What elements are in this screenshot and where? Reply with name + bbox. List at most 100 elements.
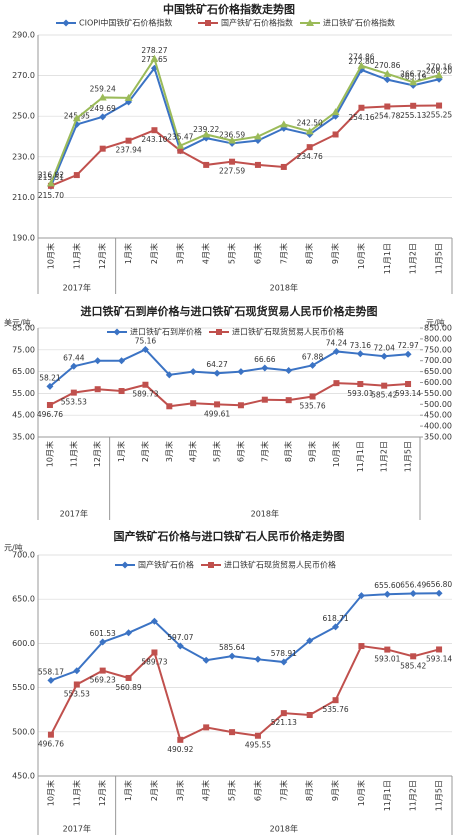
value-label: 585.42 — [371, 391, 397, 400]
group-label: 2018年 — [251, 509, 279, 519]
y-tick-label: 700.0 — [12, 551, 35, 560]
x-tick-label: 3月末 — [164, 441, 174, 462]
marker — [435, 71, 444, 79]
marker — [332, 347, 340, 355]
value-label: 655.60 — [374, 581, 400, 590]
value-label: 272.80 — [348, 57, 374, 66]
value-label: 569.23 — [90, 676, 116, 685]
marker — [150, 617, 158, 625]
value-label: 656.80 — [426, 580, 452, 589]
y2-tick-label: 700.00 — [424, 356, 452, 365]
marker — [261, 364, 269, 372]
x-tick-label: 11月5日 — [404, 441, 413, 472]
value-label: 601.53 — [90, 629, 116, 638]
group-label: 2017年 — [63, 283, 91, 293]
legend-label: 进口铁矿石现货贸易人民币价格 — [232, 327, 344, 337]
y-tick-label: 290.0 — [12, 31, 35, 40]
marker — [383, 76, 391, 84]
y-tick-label: 210.0 — [12, 193, 35, 202]
value-label: 593.01 — [374, 655, 400, 664]
marker — [189, 368, 197, 376]
chart-title: 中国铁矿石价格指数走势图 — [163, 2, 295, 16]
marker — [94, 357, 102, 365]
value-label: 74.24 — [326, 338, 348, 347]
value-label: 578.91 — [271, 649, 297, 658]
marker — [306, 144, 313, 151]
value-label: 73.16 — [350, 341, 372, 350]
y-tick-label: 250.0 — [12, 112, 35, 121]
x-tick-label: 2月末 — [149, 243, 159, 264]
value-label: 585.64 — [219, 643, 245, 652]
x-tick-label: 2月末 — [140, 441, 150, 462]
y2-tick-label: 850.00 — [424, 324, 452, 333]
x-tick-label: 6月末 — [235, 441, 245, 462]
marker — [409, 78, 418, 86]
y2-tick-label: 350.00 — [424, 433, 452, 442]
value-label: 242.50 — [297, 118, 323, 127]
y-tick-label: 450.0 — [12, 772, 35, 781]
value-label: 235.47 — [167, 133, 193, 142]
marker — [70, 389, 77, 396]
legend-marker — [216, 329, 222, 335]
value-label: 227.59 — [219, 167, 245, 176]
marker — [47, 676, 55, 684]
y2-axis-label: 元/吨 — [426, 318, 445, 328]
marker — [383, 69, 392, 77]
x-tick-label: 2月末 — [149, 780, 159, 801]
y-tick-label: 550.0 — [12, 683, 35, 692]
x-tick-label: 1月末 — [123, 780, 133, 801]
marker — [306, 637, 314, 645]
marker — [254, 655, 262, 663]
marker — [73, 172, 80, 179]
marker — [279, 120, 288, 128]
marker — [118, 357, 126, 365]
y-tick-label: 45.00 — [12, 411, 35, 420]
value-label: 656.49 — [400, 580, 426, 589]
marker — [305, 127, 314, 135]
marker — [177, 147, 184, 154]
x-tick-label: 5月末 — [212, 441, 222, 462]
marker — [125, 629, 133, 637]
y2-tick-label: 550.00 — [424, 389, 452, 398]
value-label: 72.97 — [397, 341, 419, 350]
marker — [410, 653, 417, 660]
value-label: 560.89 — [115, 683, 141, 692]
marker — [176, 642, 184, 650]
y-tick-label: 230.0 — [12, 152, 35, 161]
y2-tick-label: 650.00 — [424, 367, 452, 376]
y2-tick-label: 450.00 — [424, 411, 452, 420]
x-tick-label: 7月末 — [278, 780, 288, 801]
marker — [150, 54, 159, 62]
value-label: 64.27 — [206, 360, 228, 369]
marker — [190, 400, 197, 407]
series-line — [49, 348, 409, 388]
legend-label: 进口铁矿石到岸价格 — [130, 327, 202, 337]
value-label: 553.53 — [61, 398, 87, 407]
value-label: 255.13 — [400, 111, 426, 120]
y-tick-label: 85.00 — [12, 324, 35, 333]
marker — [358, 643, 365, 650]
x-tick-label: 5月末 — [227, 243, 237, 264]
x-tick-label: 11月2日 — [409, 780, 418, 811]
marker — [203, 161, 210, 168]
marker — [99, 638, 107, 646]
chart-title: 进口铁矿石到岸价格与进口铁矿石现货贸易人民币价格走势图 — [81, 304, 378, 318]
value-label: 254.16 — [348, 113, 374, 122]
legend-marker — [306, 19, 314, 26]
marker — [358, 104, 365, 111]
x-tick-label: 5月末 — [227, 780, 237, 801]
marker — [166, 403, 173, 410]
series-line — [50, 56, 440, 184]
marker — [280, 710, 287, 717]
value-label: 249.69 — [90, 104, 116, 113]
legend-marker — [205, 20, 211, 26]
marker — [306, 712, 313, 719]
x-tick-label: 4月末 — [188, 441, 198, 462]
value-label: 593.14 — [426, 654, 452, 663]
marker — [151, 649, 158, 656]
marker — [46, 382, 54, 390]
marker — [254, 732, 261, 739]
x-tick-label: 11月1日 — [356, 441, 365, 472]
value-label: 243.10 — [141, 135, 167, 144]
marker — [436, 102, 443, 109]
